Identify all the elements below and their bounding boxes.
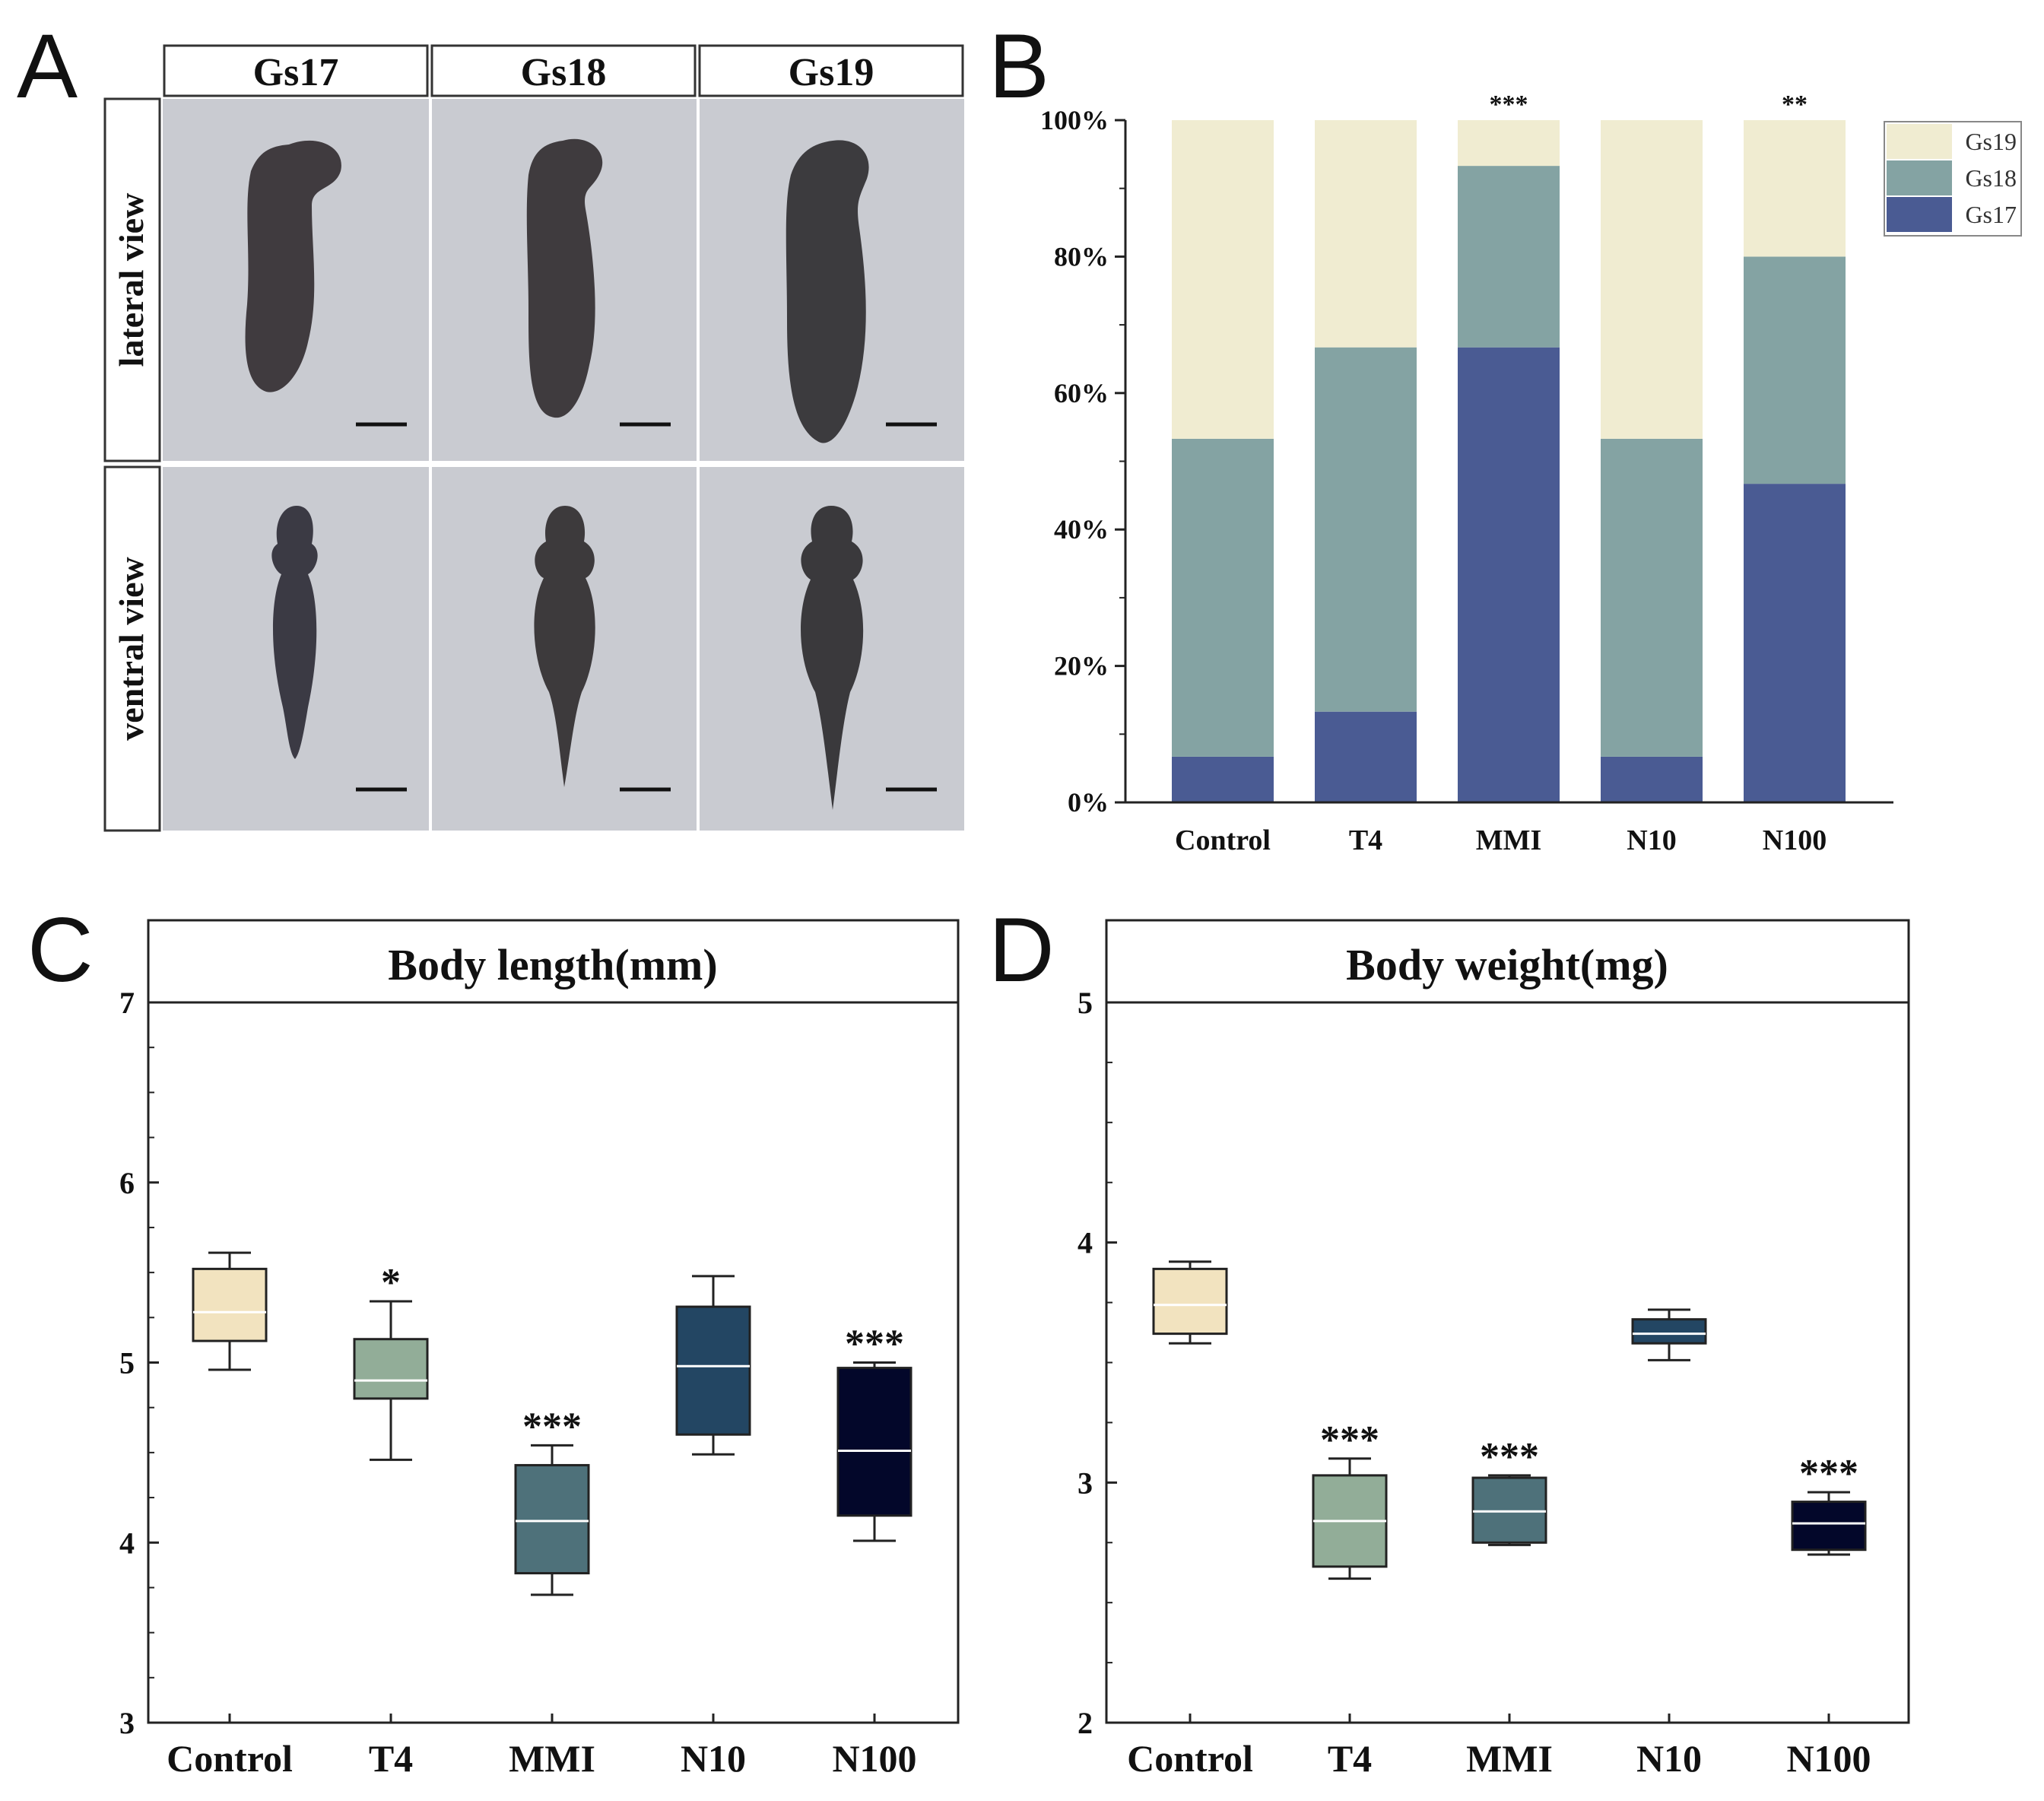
c-y-tick-label: 4: [119, 1526, 135, 1560]
stage-header-gs18: Gs18: [521, 51, 607, 94]
c-mmi-box: [514, 1463, 590, 1574]
c-t4-significance-marker: *: [381, 1261, 401, 1304]
b-bar-mmi-gs19: [1458, 120, 1560, 167]
d-n100-box: [1791, 1501, 1867, 1552]
c-y-tick-label: 7: [119, 986, 135, 1020]
panel-a-micrographs: Gs17 Gs18 Gs19 lateral view ventral view: [103, 44, 964, 832]
c-x-tick-label: N10: [681, 1737, 746, 1780]
b-bar-mmi-gs17: [1458, 347, 1560, 802]
d-y-tick-label: 4: [1078, 1226, 1093, 1260]
c-y-tick-label: 6: [119, 1166, 135, 1200]
b-legend: Gs19 Gs18 Gs17: [1884, 121, 2022, 237]
b-significance-marker: ***: [1490, 91, 1528, 119]
d-mmi-significance-marker: ***: [1480, 1435, 1539, 1479]
b-y-tick-label: 20%: [1054, 651, 1109, 681]
d-title: Body weight(mg): [1346, 940, 1668, 989]
stage-header-box-gs19: [698, 44, 964, 97]
b-y-tick-label: 60%: [1054, 378, 1109, 408]
d-y-tick-label: 3: [1078, 1466, 1093, 1500]
b-bar-t4-gs18: [1315, 347, 1417, 712]
tadpole-lateral-gs17: [245, 140, 341, 392]
d-y-tick-label: 2: [1078, 1706, 1093, 1740]
d-x-tick-label: MMI: [1466, 1737, 1553, 1780]
c-t4-box: [353, 1338, 429, 1400]
b-bar-t4-gs17: [1315, 711, 1417, 802]
c-n10-box: [675, 1305, 751, 1436]
c-x-tick-label: Control: [167, 1737, 293, 1780]
c-x-tick-label: T4: [369, 1737, 413, 1780]
c-y-tick-label: 5: [119, 1346, 135, 1380]
b-bar-n100-gs19: [1744, 120, 1846, 257]
b-significance-marker: **: [1782, 91, 1808, 119]
d-control-box: [1152, 1267, 1228, 1336]
b-bar-n10-gs17: [1601, 756, 1703, 802]
panel-label-d: D: [989, 899, 1055, 1001]
b-x-tick-label: Control: [1175, 824, 1271, 856]
d-mmi-box: [1471, 1476, 1547, 1544]
view-label-lateral: lateral view: [112, 193, 151, 367]
c-mmi-significance-marker: ***: [522, 1405, 582, 1448]
panel-label-c: C: [27, 899, 94, 1001]
b-legend-swatch-gs18: [1887, 160, 1952, 195]
b-legend-label-gs19: Gs19: [1965, 128, 2017, 155]
panel-label-b: B: [989, 15, 1049, 117]
d-n100-significance-marker: ***: [1799, 1452, 1858, 1495]
panel-c-body-length-chart: Body length(mm) 3 4 5 6 7 Control * T4 *** MMI N10…: [119, 919, 960, 1780]
panel-d-body-weight-chart: Body weight(mg) 2 3 4 5 Control *** T4 *** MMI N1…: [1078, 919, 1910, 1780]
b-y-tick-label: 40%: [1054, 514, 1109, 545]
tadpole-ventral-gs19: [801, 506, 864, 810]
d-y-tick-label: 5: [1078, 986, 1093, 1020]
b-legend-swatch-gs19: [1887, 124, 1952, 159]
c-n100-significance-marker: ***: [845, 1323, 904, 1366]
b-y-tick-label: 100%: [1040, 105, 1109, 135]
b-x-tick-label: N10: [1627, 824, 1676, 856]
tadpole-ventral-gs17: [271, 506, 318, 759]
b-y-tick-label: 0%: [1068, 787, 1109, 818]
view-label-box-lateral: [103, 97, 161, 462]
stage-header-box-gs18: [430, 44, 697, 97]
view-label-box-ventral: [103, 465, 161, 832]
d-x-tick-label: N10: [1636, 1737, 1702, 1780]
stage-header-gs19: Gs19: [789, 51, 874, 94]
b-bar-control-gs19: [1172, 120, 1274, 439]
stage-header-gs17: Gs17: [253, 51, 339, 94]
b-legend-swatch-gs17: [1887, 197, 1952, 232]
tadpole-lateral-gs19: [786, 140, 869, 443]
d-x-tick-label: T4: [1328, 1737, 1372, 1780]
b-legend-label-gs17: Gs17: [1965, 201, 2017, 228]
d-x-tick-label: Control: [1127, 1737, 1253, 1780]
c-y-tick-label: 3: [119, 1706, 135, 1740]
panel-b-stage-distribution-chart: Control T4 MMI *** N10 N100 ** 0% 20% 40% 60% 80% 10…: [1040, 91, 2022, 856]
b-x-tick-label: N100: [1763, 824, 1827, 856]
tadpole-ventral-gs18: [534, 506, 595, 787]
d-frame: [1105, 919, 1910, 1724]
b-bar-n100-gs17: [1744, 484, 1846, 802]
b-x-tick-label: MMI: [1476, 824, 1542, 856]
b-bar-n100-gs18: [1744, 256, 1846, 484]
b-y-tick-label: 80%: [1054, 241, 1109, 272]
c-frame: [147, 919, 960, 1724]
panel-label-a: A: [17, 15, 78, 117]
d-x-tick-label: N100: [1786, 1737, 1871, 1780]
b-bar-t4-gs19: [1315, 120, 1417, 348]
b-bar-n10-gs18: [1601, 438, 1703, 757]
c-n100-box: [836, 1367, 912, 1517]
c-x-tick-label: N100: [832, 1737, 916, 1780]
d-n10-box: [1631, 1318, 1707, 1345]
c-x-tick-label: MMI: [509, 1737, 595, 1780]
b-bar-mmi-gs18: [1458, 166, 1560, 348]
view-label-ventral: ventral view: [112, 557, 151, 740]
stage-header-box-gs17: [163, 44, 429, 97]
c-control-box: [192, 1267, 268, 1342]
c-title: Body length(mm): [388, 940, 717, 989]
b-x-tick-label: T4: [1349, 824, 1382, 856]
b-bar-n10-gs19: [1601, 120, 1703, 439]
b-legend-label-gs18: Gs18: [1965, 164, 2017, 192]
tadpole-lateral-gs18: [526, 138, 603, 418]
b-bar-control-gs17: [1172, 756, 1274, 802]
b-bar-control-gs18: [1172, 438, 1274, 757]
d-t4-significance-marker: ***: [1320, 1418, 1379, 1462]
